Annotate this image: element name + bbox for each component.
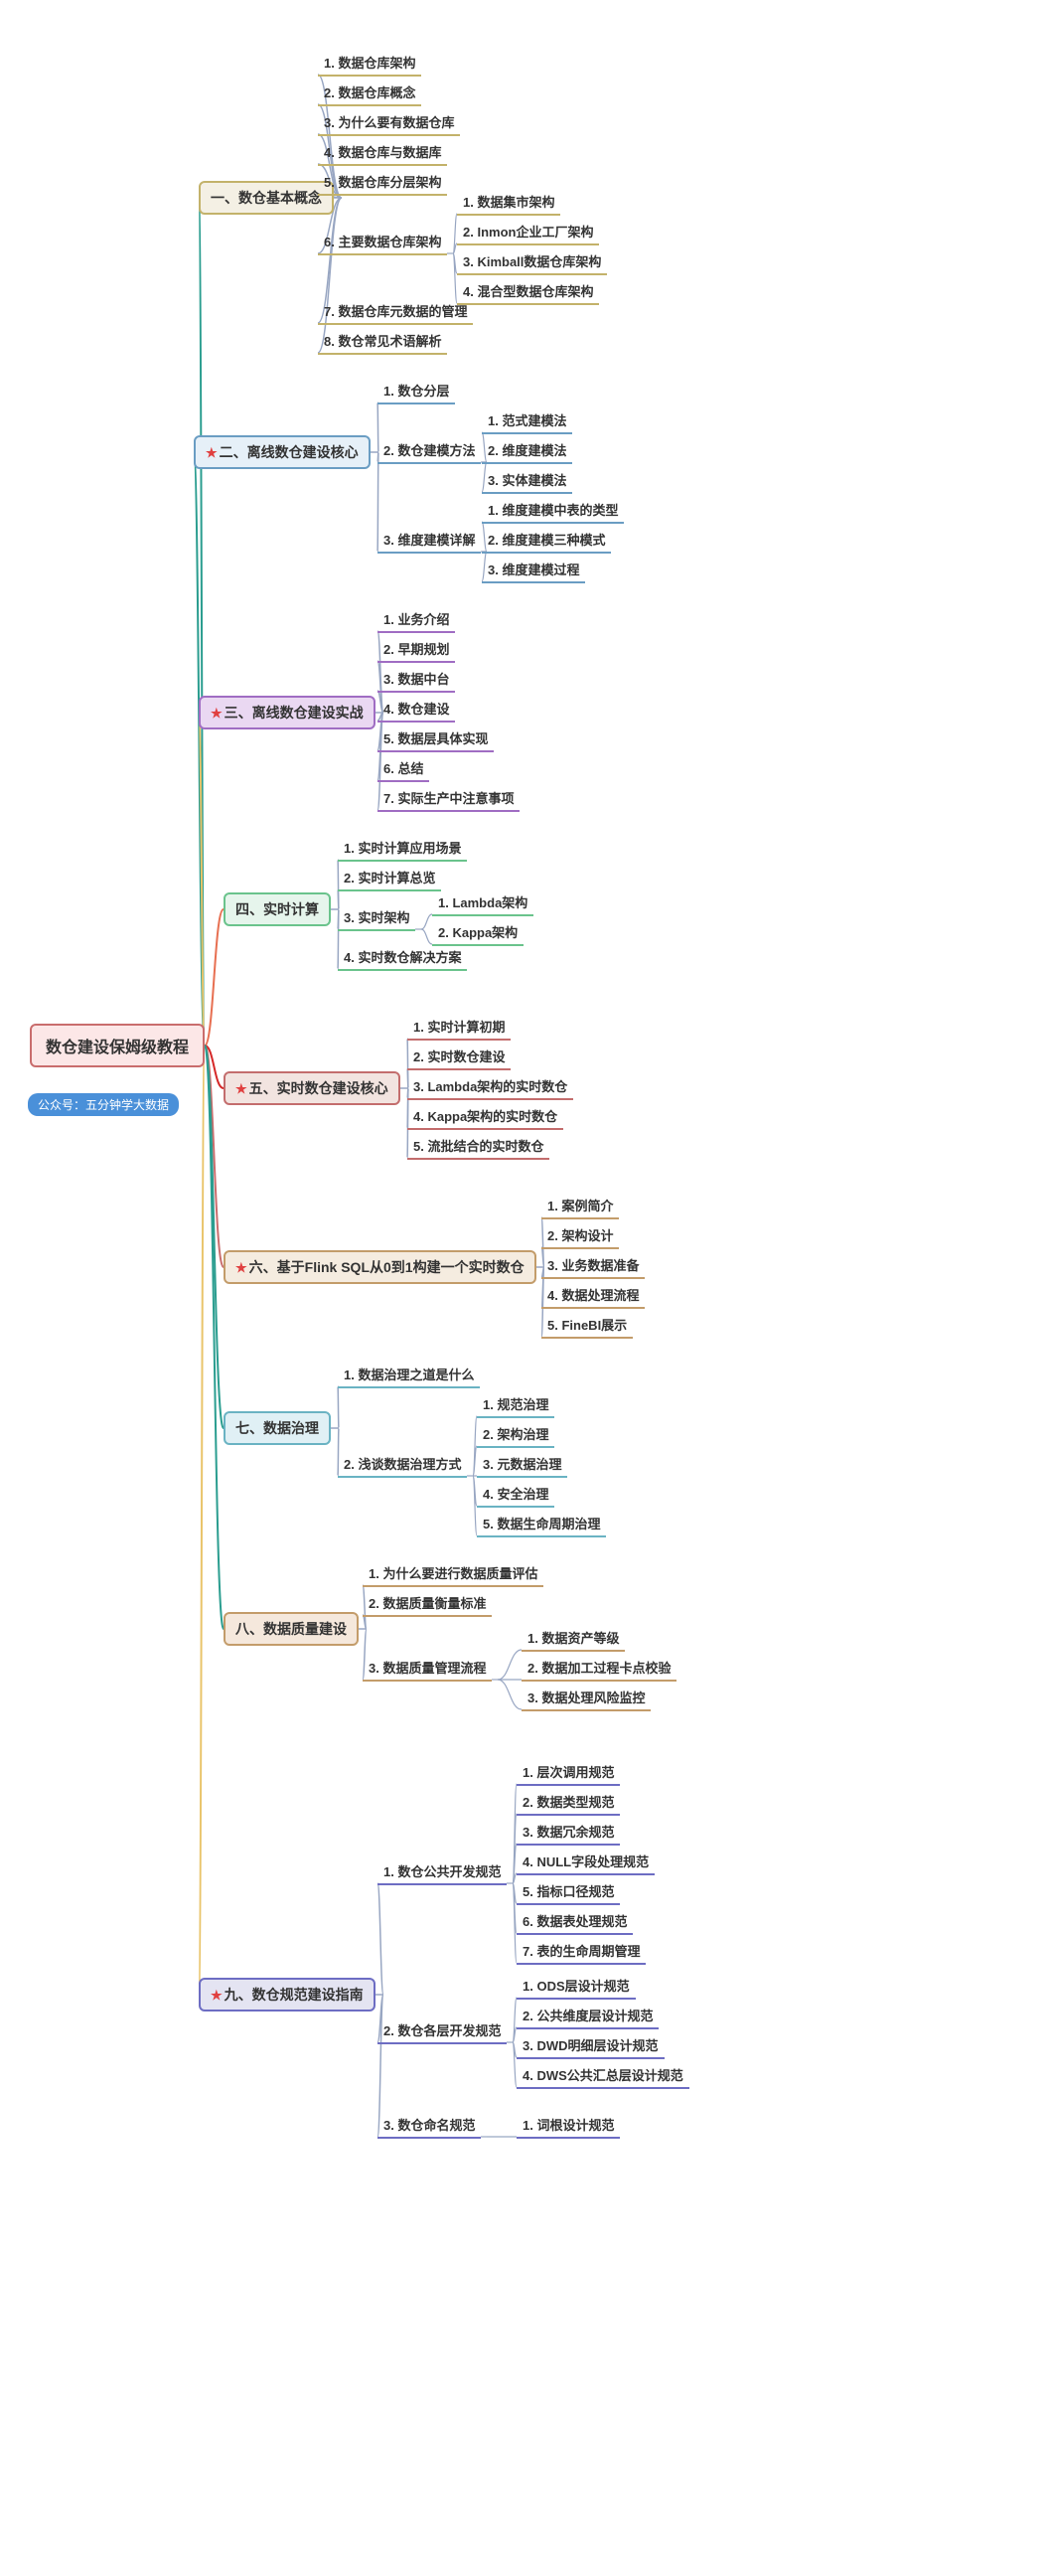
item-node: 1. 实时计算初期 — [407, 1014, 511, 1041]
item-node: 6. 总结 — [377, 755, 429, 782]
item-node: 3. 数据质量管理流程 — [363, 1655, 492, 1682]
item-node: 8. 数仓常见术语解析 — [318, 328, 447, 355]
item-node: 2. 早期规划 — [377, 636, 455, 663]
item-node: 5. 流批结合的实时数仓 — [407, 1133, 549, 1160]
item-node: 3. 业务数据准备 — [541, 1252, 645, 1279]
item-node: 3. 维度建模详解 — [377, 527, 481, 554]
section-node: 八、数据质量建设 — [224, 1612, 359, 1646]
child-node: 4. 安全治理 — [477, 1481, 554, 1508]
item-node: 1. 数据仓库架构 — [318, 50, 421, 77]
item-node: 1. 为什么要进行数据质量评估 — [363, 1560, 543, 1587]
item-node: 7. 数据仓库元数据的管理 — [318, 298, 473, 325]
item-node: 2. 数据仓库概念 — [318, 80, 421, 106]
child-node: 2. Kappa架构 — [432, 919, 524, 946]
child-node: 1. 范式建模法 — [482, 407, 572, 434]
child-node: 4. NULL字段处理规范 — [517, 1849, 655, 1875]
item-node: 4. 数仓建设 — [377, 696, 455, 723]
item-node: 2. 数仓建模方法 — [377, 437, 481, 464]
child-node: 2. 数据加工过程卡点校验 — [522, 1655, 676, 1682]
item-node: 2. 数仓各层开发规范 — [377, 2017, 507, 2044]
item-node: 2. 数据质量衡量标准 — [363, 1590, 492, 1617]
child-node: 7. 表的生命周期管理 — [517, 1938, 646, 1965]
child-node: 2. 公共维度层设计规范 — [517, 2003, 659, 2029]
section-node: 一、数仓基本概念 — [199, 181, 334, 215]
child-node: 2. 维度建模三种模式 — [482, 527, 611, 554]
item-node: 1. 数仓分层 — [377, 378, 455, 404]
item-node: 1. 数据治理之道是什么 — [338, 1362, 480, 1388]
item-node: 3. 数据中台 — [377, 666, 455, 693]
child-node: 1. 数据资产等级 — [522, 1625, 625, 1652]
child-node: 2. 架构治理 — [477, 1421, 554, 1448]
child-node: 3. 维度建模过程 — [482, 557, 585, 583]
item-node: 3. Lambda架构的实时数仓 — [407, 1073, 573, 1100]
item-node: 2. 实时数仓建设 — [407, 1044, 511, 1070]
mindmap-root: 数仓建设保姆级教程 — [30, 1024, 205, 1067]
item-node: 4. 数据仓库与数据库 — [318, 139, 447, 166]
section-node: 三、离线数仓建设实战 — [199, 696, 375, 729]
child-node: 1. 词根设计规范 — [517, 2112, 620, 2139]
child-node: 3. 数据处理风险监控 — [522, 1685, 651, 1711]
item-node: 2. 实时计算总览 — [338, 865, 441, 891]
section-node: 六、基于Flink SQL从0到1构建一个实时数仓 — [224, 1250, 536, 1284]
item-node: 5. FineBI展示 — [541, 1312, 633, 1339]
section-node: 九、数仓规范建设指南 — [199, 1978, 375, 2012]
child-node: 1. ODS层设计规范 — [517, 1973, 636, 2000]
child-node: 3. 实体建模法 — [482, 467, 572, 494]
child-node: 6. 数据表处理规范 — [517, 1908, 633, 1935]
child-node: 4. DWS公共汇总层设计规范 — [517, 2062, 689, 2089]
item-node: 1. 业务介绍 — [377, 606, 455, 633]
child-node: 3. 元数据治理 — [477, 1451, 567, 1478]
child-node: 3. DWD明细层设计规范 — [517, 2032, 665, 2059]
item-node: 3. 实时架构 — [338, 904, 415, 931]
child-node: 5. 指标口径规范 — [517, 1878, 620, 1905]
child-node: 1. 规范治理 — [477, 1391, 554, 1418]
item-node: 1. 案例简介 — [541, 1193, 619, 1219]
source-badge: 公众号：五分钟学大数据 — [28, 1093, 179, 1116]
item-node: 4. Kappa架构的实时数仓 — [407, 1103, 563, 1130]
item-node: 3. 数仓命名规范 — [377, 2112, 481, 2139]
child-node: 1. 层次调用规范 — [517, 1759, 620, 1786]
child-node: 2. 维度建模法 — [482, 437, 572, 464]
child-node: 3. Kimball数据仓库架构 — [457, 248, 607, 275]
section-node: 二、离线数仓建设核心 — [194, 435, 371, 469]
child-node: 1. Lambda架构 — [432, 889, 533, 916]
item-node: 7. 实际生产中注意事项 — [377, 785, 520, 812]
item-node: 5. 数据仓库分层架构 — [318, 169, 447, 196]
child-node: 1. 维度建模中表的类型 — [482, 497, 624, 524]
child-node: 2. Inmon企业工厂架构 — [457, 219, 599, 245]
item-node: 3. 为什么要有数据仓库 — [318, 109, 460, 136]
child-node: 5. 数据生命周期治理 — [477, 1511, 606, 1537]
child-node: 4. 混合型数据仓库架构 — [457, 278, 599, 305]
section-node: 七、数据治理 — [224, 1411, 331, 1445]
item-node: 1. 数仓公共开发规范 — [377, 1858, 507, 1885]
item-node: 4. 实时数仓解决方案 — [338, 944, 467, 971]
item-node: 2. 架构设计 — [541, 1222, 619, 1249]
child-node: 1. 数据集市架构 — [457, 189, 560, 216]
section-node: 四、实时计算 — [224, 892, 331, 926]
section-node: 五、实时数仓建设核心 — [224, 1071, 400, 1105]
item-node: 1. 实时计算应用场景 — [338, 835, 467, 862]
item-node: 5. 数据层具体实现 — [377, 725, 494, 752]
child-node: 2. 数据类型规范 — [517, 1789, 620, 1816]
item-node: 4. 数据处理流程 — [541, 1282, 645, 1309]
item-node: 6. 主要数据仓库架构 — [318, 229, 447, 255]
child-node: 3. 数据冗余规范 — [517, 1819, 620, 1846]
item-node: 2. 浅谈数据治理方式 — [338, 1451, 467, 1478]
